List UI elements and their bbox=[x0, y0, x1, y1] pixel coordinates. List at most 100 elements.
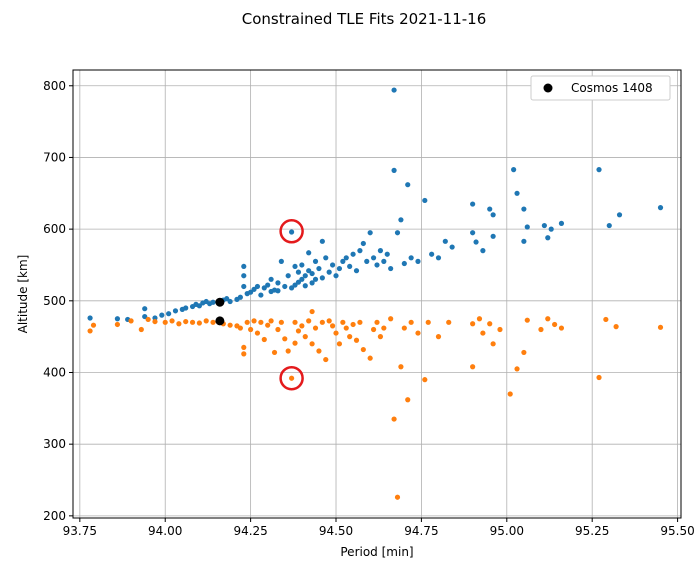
blue-series-point bbox=[388, 265, 394, 272]
highlight-circle bbox=[279, 219, 304, 244]
orange-series-point bbox=[514, 366, 520, 372]
blue-series-point bbox=[224, 296, 230, 302]
blue-series-point bbox=[357, 248, 363, 254]
blue-series-point bbox=[114, 316, 121, 322]
blue-series-point bbox=[473, 239, 479, 245]
x-axis-label: Period [min] bbox=[340, 545, 413, 559]
blue-series-point bbox=[394, 230, 401, 236]
orange-series-point bbox=[299, 323, 305, 329]
orange-series-point bbox=[289, 375, 295, 381]
blue-series-point bbox=[309, 280, 315, 286]
orange-series-point bbox=[251, 318, 257, 324]
blue-series-point bbox=[364, 258, 370, 264]
orange-series-point bbox=[394, 494, 401, 500]
y-tick-label: 700 bbox=[43, 150, 66, 164]
blue-series-point bbox=[275, 288, 281, 294]
orange-series-point bbox=[275, 326, 281, 333]
orange-series-point bbox=[196, 320, 202, 326]
legend-label-cosmos-1408: Cosmos 1408 bbox=[571, 81, 653, 95]
y-axis-label: Altitude [km] bbox=[16, 255, 30, 334]
orange-series-point bbox=[265, 322, 271, 328]
orange-series-point bbox=[497, 326, 503, 333]
blue-series-point bbox=[265, 282, 271, 288]
orange-series-point bbox=[254, 330, 261, 336]
blue-series-point bbox=[616, 212, 623, 218]
orange-series-point bbox=[545, 316, 551, 322]
blue-series-point bbox=[289, 285, 295, 291]
blue-series-point bbox=[401, 260, 407, 267]
orange-series-point bbox=[176, 321, 182, 327]
blue-series-point bbox=[377, 248, 384, 254]
orange-series-point bbox=[524, 317, 530, 323]
orange-series-point bbox=[435, 334, 442, 340]
blue-series-point bbox=[374, 262, 380, 268]
orange-series-point bbox=[90, 322, 97, 328]
orange-series-point bbox=[271, 349, 278, 356]
blue-series-point bbox=[360, 240, 366, 247]
y-tick-label: 300 bbox=[43, 437, 66, 451]
x-tick-label: 95.50 bbox=[660, 524, 694, 538]
y-tick-label: 400 bbox=[43, 365, 66, 379]
blue-series-point bbox=[408, 255, 414, 261]
orange-series-point bbox=[292, 340, 298, 346]
orange-series-point bbox=[261, 336, 267, 343]
blue-series-point bbox=[487, 206, 493, 212]
blue-series-point bbox=[381, 258, 387, 264]
orange-series-point bbox=[128, 318, 134, 324]
blue-series-point bbox=[248, 289, 254, 295]
orange-series-point bbox=[326, 318, 332, 324]
blue-series-point bbox=[172, 308, 179, 314]
orange-series-point bbox=[152, 318, 158, 325]
blue-series-point bbox=[391, 167, 397, 173]
blue-series-point bbox=[521, 206, 527, 212]
annotations bbox=[279, 219, 304, 391]
orange-series-point bbox=[507, 391, 513, 397]
blue-series-point bbox=[391, 87, 397, 93]
y-tick-label: 600 bbox=[43, 222, 66, 236]
blue-series-point bbox=[490, 212, 496, 218]
orange-series-point bbox=[360, 346, 366, 353]
blue-series-point bbox=[442, 238, 448, 244]
blue-series-point bbox=[241, 273, 247, 279]
orange-series-point bbox=[295, 328, 302, 334]
blue-series-point bbox=[241, 283, 247, 290]
orange-series-point bbox=[210, 319, 216, 325]
orange-series-point bbox=[145, 316, 151, 323]
legend-marker-cosmos-1408 bbox=[543, 83, 553, 93]
grid bbox=[73, 70, 681, 518]
orange-series-point bbox=[309, 308, 315, 315]
blue-series-point bbox=[521, 238, 527, 244]
orange-series-point bbox=[558, 325, 565, 331]
orange-series-point bbox=[521, 349, 527, 356]
blue-series-point bbox=[415, 258, 421, 264]
orange-series-point bbox=[552, 321, 558, 328]
orange-series-point bbox=[370, 326, 377, 333]
orange-series-point bbox=[306, 318, 312, 324]
blue-series-point bbox=[183, 305, 189, 311]
highlight-circle bbox=[279, 365, 304, 391]
blue-series-point bbox=[268, 276, 274, 282]
orange-series-point bbox=[87, 328, 93, 334]
orange-series-point bbox=[203, 318, 209, 324]
orange-series-point bbox=[329, 323, 336, 329]
orange-series-point bbox=[401, 325, 407, 331]
orange-series-point bbox=[357, 319, 363, 325]
blue-series-point bbox=[275, 280, 281, 286]
orange-series-point bbox=[323, 356, 329, 363]
blue-series-point bbox=[299, 276, 305, 282]
orange-series-point bbox=[285, 348, 291, 354]
orange-series-point bbox=[388, 316, 394, 322]
blue-series-point bbox=[343, 255, 349, 261]
y-tick-label: 200 bbox=[43, 509, 66, 523]
orange-series-point bbox=[480, 330, 486, 336]
blue-series-point bbox=[422, 197, 428, 204]
ticks: 93.75 94.00 94.25 94.50 94.75 95.00 95.25 95.50… bbox=[43, 79, 695, 538]
blue-series-point bbox=[142, 313, 148, 320]
x-tick-label: 94.25 bbox=[233, 524, 267, 538]
cosmos-1408-point bbox=[215, 316, 225, 326]
blue-series-point bbox=[524, 224, 530, 230]
blue-series-point bbox=[159, 312, 165, 318]
orange-series-point bbox=[258, 319, 264, 325]
blue-series-point bbox=[541, 222, 547, 229]
